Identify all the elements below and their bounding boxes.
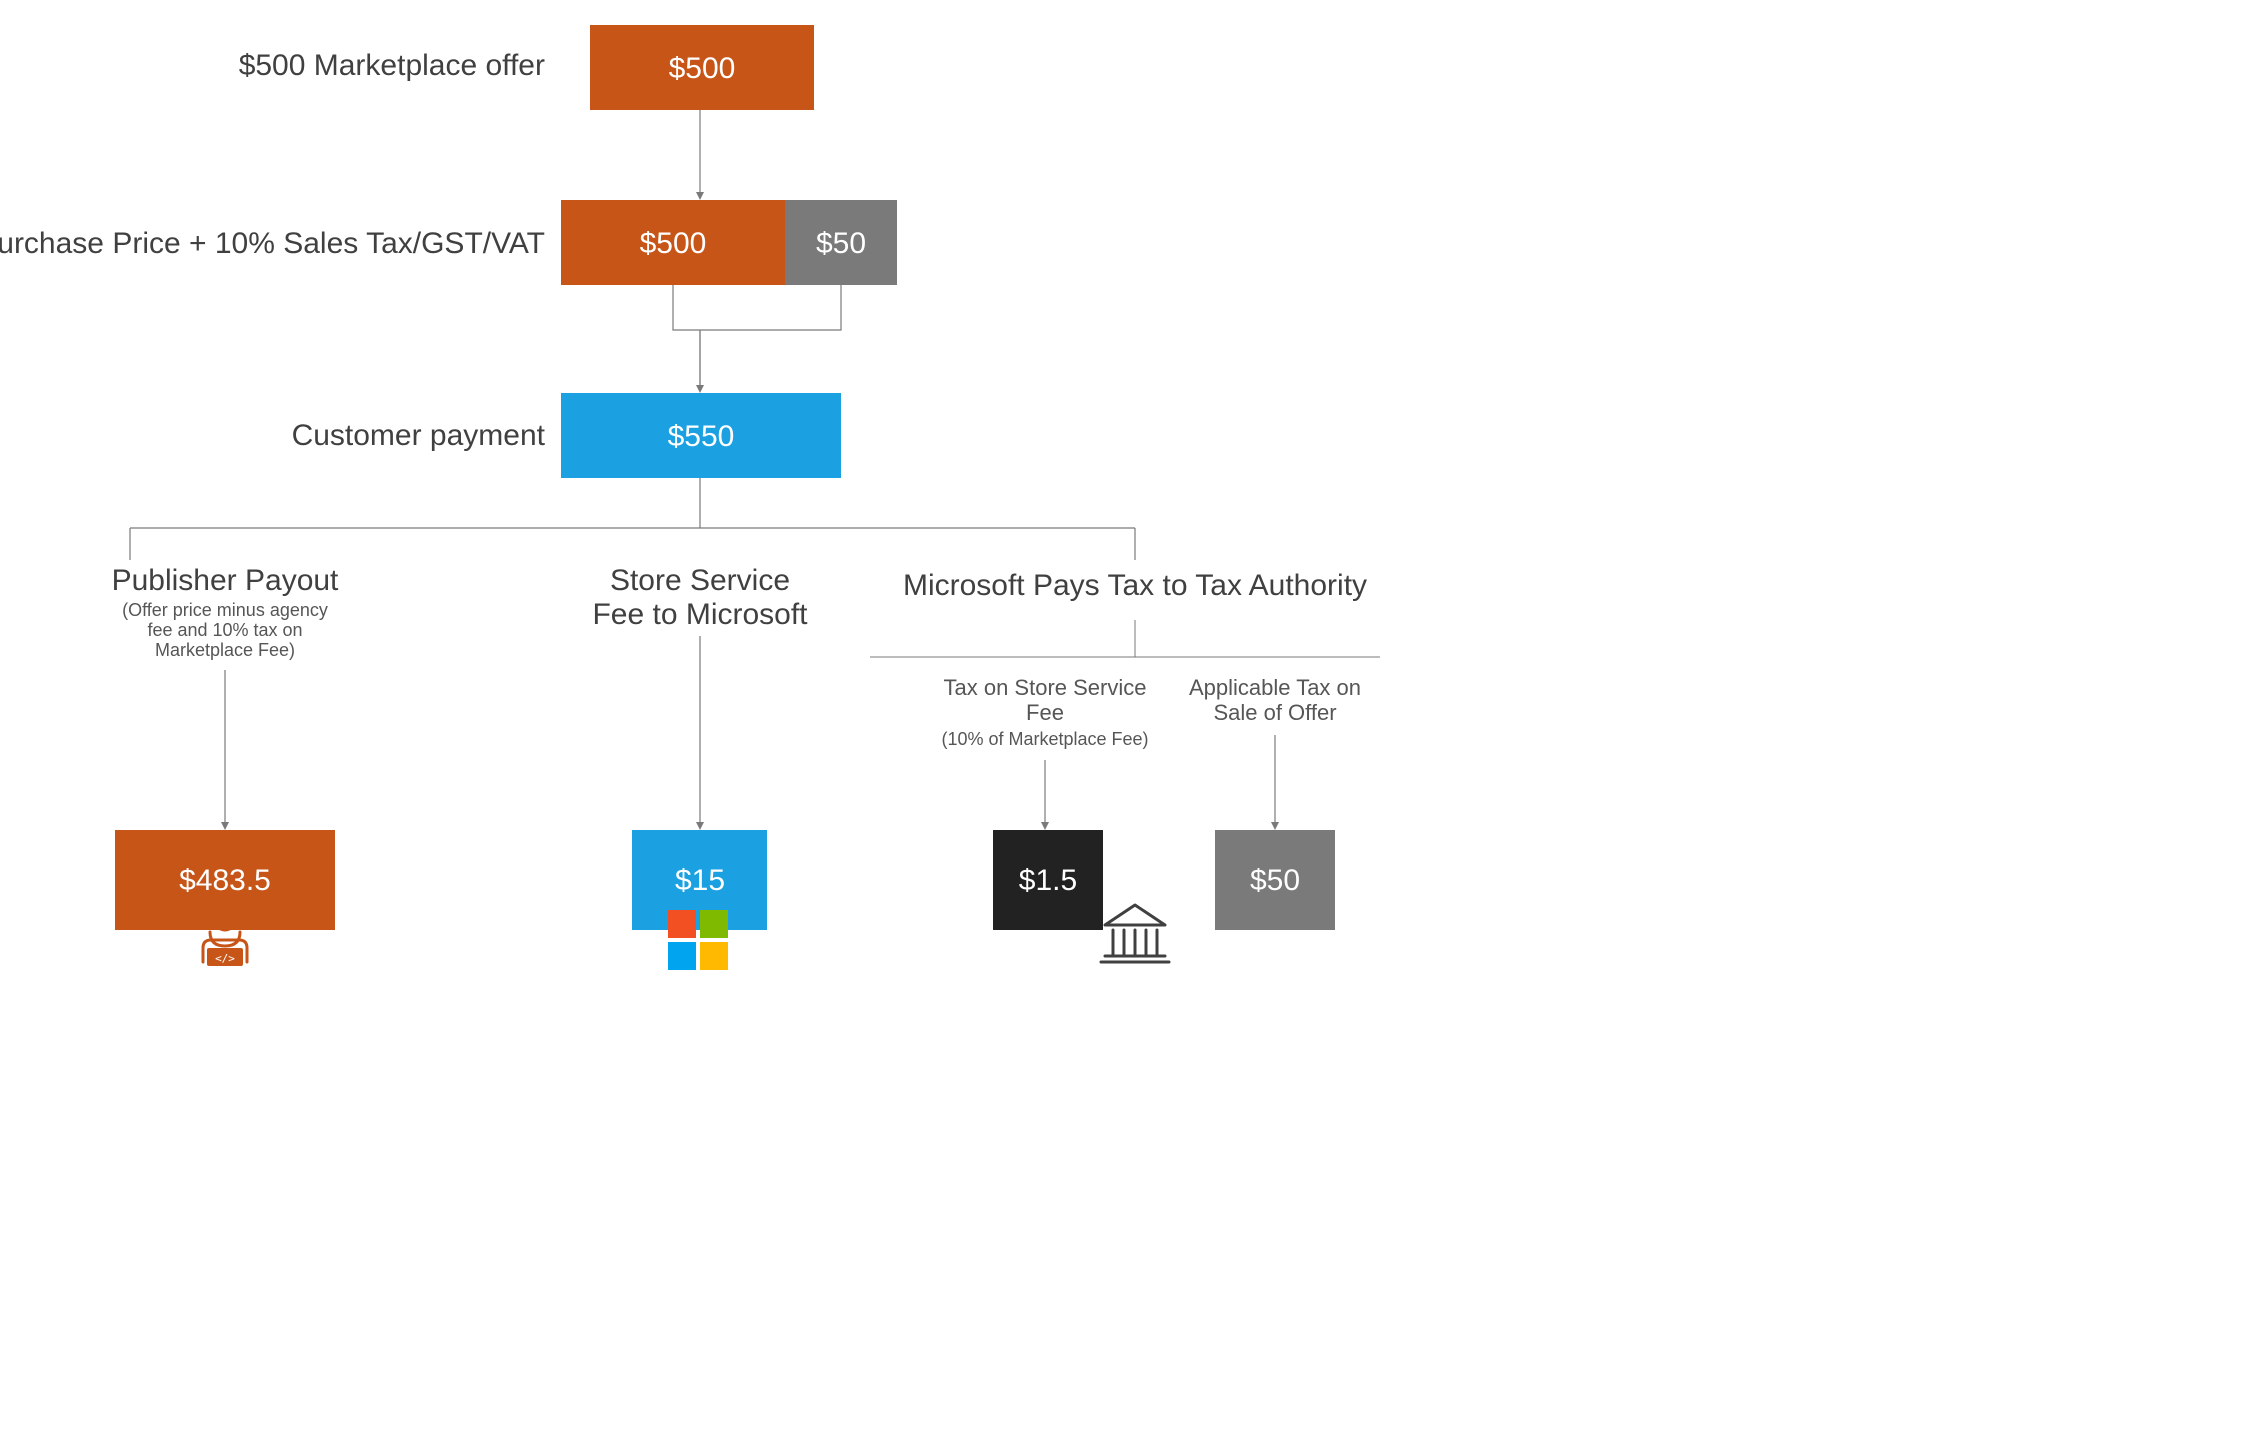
row2-value-a: $500	[640, 227, 707, 260]
row1-value: $500	[669, 52, 736, 85]
col2-title-1: Store Service	[610, 564, 790, 597]
row2-value-b: $50	[816, 227, 866, 260]
col3a-sub: (10% of Marketplace Fee)	[941, 729, 1148, 749]
col1-title: Publisher Payout	[112, 564, 339, 597]
col3b-result-value: $50	[1250, 864, 1300, 897]
col3a-title-2: Fee	[1026, 700, 1064, 725]
col3-split	[870, 620, 1380, 657]
bracket-2-3	[673, 285, 841, 391]
svg-text:</>: </>	[215, 952, 235, 965]
col3a-result-value: $1.5	[1019, 864, 1077, 897]
col1-result-value: $483.5	[179, 864, 271, 897]
col3b-title-1: Applicable Tax on	[1189, 675, 1361, 700]
col2-title-2: Fee to Microsoft	[592, 598, 808, 631]
col1-sub-2: fee and 10% tax on	[147, 620, 302, 640]
col1-sub-3: Marketplace Fee)	[155, 640, 295, 660]
fanout	[130, 478, 1135, 560]
col1-sub-1: (Offer price minus agency	[122, 600, 328, 620]
col3b-title-2: Sale of Offer	[1213, 700, 1336, 725]
col3-title: Microsoft Pays Tax to Tax Authority	[903, 569, 1367, 602]
col2-result-value: $15	[675, 864, 725, 897]
row1-label: $500 Marketplace offer	[239, 49, 545, 82]
tax-flow-diagram: $500 Marketplace offer $500 Purchase Pri…	[0, 0, 1470, 970]
row2-label: Purchase Price + 10% Sales Tax/GST/VAT	[0, 227, 545, 260]
col3a-title-1: Tax on Store Service	[944, 675, 1147, 700]
row3-label: Customer payment	[292, 419, 546, 452]
bank-icon	[1101, 905, 1169, 962]
row3-value: $550	[668, 420, 735, 453]
